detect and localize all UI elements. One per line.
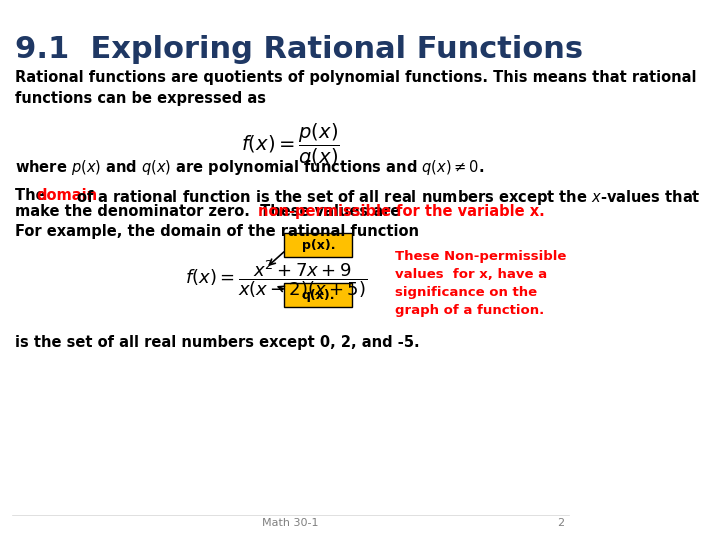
Text: where $p(x)$ and $q(x)$ are polynomial functions and $q(x) \neq 0$.: where $p(x)$ and $q(x)$ are polynomial f… (14, 158, 484, 177)
Text: domain: domain (36, 188, 97, 203)
Text: 2: 2 (557, 518, 564, 528)
Text: of a rational function is the set of all real numbers except the $x$-values that: of a rational function is the set of all… (71, 188, 701, 207)
Text: $f(x) = \dfrac{p(x)}{q(x)}$: $f(x) = \dfrac{p(x)}{q(x)}$ (240, 122, 339, 170)
Text: Math 30-1: Math 30-1 (262, 518, 318, 528)
Text: make the denominator zero.  These values are: make the denominator zero. These values … (14, 204, 410, 219)
Text: The: The (14, 188, 50, 203)
Text: is the set of all real numbers except 0, 2, and -5.: is the set of all real numbers except 0,… (14, 335, 419, 350)
Text: For example, the domain of the rational function: For example, the domain of the rational … (14, 224, 418, 239)
Text: These Non-permissible
values  for x, have a
significance on the
graph of a funct: These Non-permissible values for x, have… (395, 250, 566, 317)
FancyBboxPatch shape (284, 233, 352, 257)
Text: non-permissible for the variable x.: non-permissible for the variable x. (258, 204, 544, 219)
Text: 9.1  Exploring Rational Functions: 9.1 Exploring Rational Functions (14, 35, 582, 64)
Text: q(x).: q(x). (302, 288, 335, 301)
Text: p(x).: p(x). (302, 239, 335, 252)
Text: $f(x) = \dfrac{x^2 + 7x + 9}{x(x-2)(x+5)}$: $f(x) = \dfrac{x^2 + 7x + 9}{x(x-2)(x+5)… (185, 258, 368, 300)
Text: Rational functions are quotients of polynomial functions. This means that ration: Rational functions are quotients of poly… (14, 70, 696, 106)
FancyBboxPatch shape (284, 283, 352, 307)
